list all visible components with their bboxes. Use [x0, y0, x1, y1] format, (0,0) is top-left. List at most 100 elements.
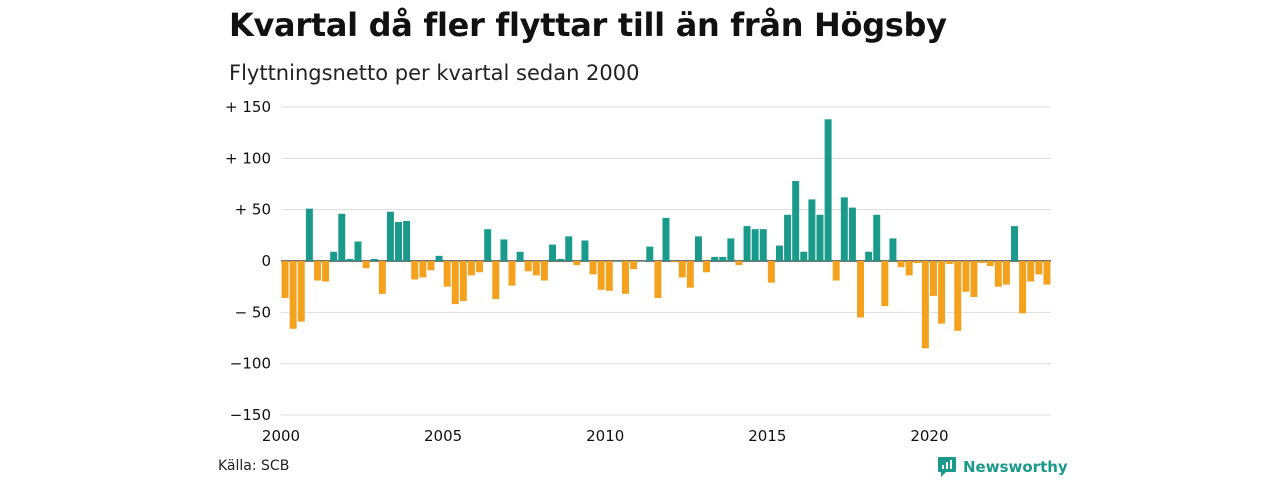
bar — [297, 261, 305, 322]
bar — [775, 245, 783, 261]
bar — [670, 261, 678, 263]
bar — [322, 261, 330, 282]
bar — [476, 261, 484, 273]
x-tick-label: 2020 — [910, 427, 948, 445]
bar — [508, 261, 516, 286]
bar — [735, 261, 743, 266]
bar — [719, 256, 727, 261]
bar — [557, 258, 565, 261]
bar — [362, 261, 370, 269]
bar — [816, 214, 824, 261]
bar — [467, 261, 475, 276]
bar — [451, 261, 459, 305]
bar — [411, 261, 419, 280]
bar — [386, 211, 394, 261]
bar — [759, 229, 767, 261]
bar — [865, 251, 873, 261]
bar — [897, 261, 905, 268]
bar — [767, 261, 775, 283]
bar — [751, 229, 759, 261]
bar — [532, 261, 540, 276]
bar — [638, 261, 646, 262]
bar — [824, 119, 832, 261]
chart-title: Kvartal då fler flyttar till än från Hög… — [229, 6, 947, 44]
bar — [427, 261, 435, 271]
bar — [459, 261, 467, 302]
bar — [281, 261, 289, 298]
bar — [881, 261, 889, 307]
bar — [589, 261, 597, 275]
bar — [678, 261, 686, 278]
bar — [597, 261, 605, 290]
bar — [395, 221, 403, 261]
bar — [354, 241, 362, 261]
bar — [857, 261, 865, 318]
bar — [378, 261, 386, 294]
bar — [1002, 261, 1010, 285]
y-tick-label: −150 — [230, 406, 271, 424]
bar — [1043, 261, 1051, 285]
bar — [946, 261, 954, 265]
bar — [913, 261, 921, 264]
bar — [962, 261, 970, 292]
x-tick-label: 2005 — [424, 427, 462, 445]
bar — [848, 207, 856, 261]
bar — [305, 208, 313, 261]
y-axis-ticks: + 150 + 100 + 50 0 − 50 −100 −150 — [225, 98, 271, 424]
newsworthy-icon — [938, 457, 956, 477]
bar — [938, 261, 946, 324]
bars — [281, 119, 1051, 349]
brand-logo[interactable]: Newsworthy — [937, 456, 1068, 478]
bar — [443, 261, 451, 287]
bar — [686, 261, 694, 288]
y-tick-label: − 50 — [235, 303, 271, 321]
bar — [492, 261, 500, 299]
bar — [484, 229, 492, 261]
bar — [613, 261, 621, 262]
bar — [784, 214, 792, 261]
bar — [929, 261, 937, 296]
bar — [540, 261, 548, 281]
bar — [792, 180, 800, 261]
bar — [573, 261, 581, 266]
bar — [524, 261, 532, 272]
bar — [711, 256, 719, 261]
bar — [403, 220, 411, 261]
bar — [330, 251, 338, 261]
y-tick-label: −100 — [230, 355, 271, 373]
bar — [905, 261, 913, 276]
x-axis-ticks: 2000 2005 2010 2015 2020 — [262, 427, 949, 445]
y-tick-label: 0 — [261, 252, 271, 270]
bar — [549, 244, 557, 261]
bar — [800, 251, 808, 261]
x-tick-label: 2000 — [262, 427, 300, 445]
y-tick-label: + 150 — [225, 98, 271, 116]
bar — [419, 261, 427, 278]
bar — [743, 226, 751, 261]
bar — [346, 258, 354, 261]
bar — [621, 261, 629, 294]
bar — [1027, 261, 1035, 282]
bar — [808, 199, 816, 261]
bar — [654, 261, 662, 298]
x-tick-label: 2015 — [748, 427, 786, 445]
bar — [605, 261, 613, 291]
bar — [1019, 261, 1027, 314]
bar — [516, 251, 524, 261]
bar — [289, 261, 297, 329]
bar — [435, 255, 443, 261]
x-tick-label: 2010 — [586, 427, 624, 445]
bar — [694, 236, 702, 261]
bar — [338, 213, 346, 261]
bar — [646, 246, 654, 261]
bar — [832, 261, 840, 281]
bar — [1011, 226, 1019, 261]
bar — [727, 238, 735, 261]
bar — [921, 261, 929, 349]
bar — [565, 236, 573, 261]
y-tick-label: + 100 — [225, 149, 271, 167]
chart-subtitle: Flyttningsnetto per kvartal sedan 2000 — [229, 61, 640, 85]
bar — [1035, 261, 1043, 275]
source-label: Källa: SCB — [218, 458, 290, 474]
